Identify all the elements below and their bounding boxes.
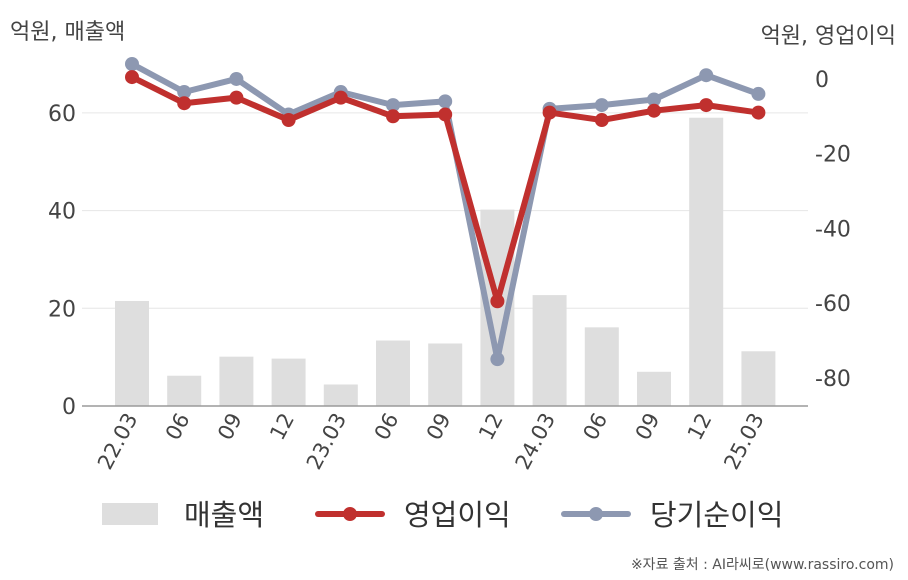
revenue-bars (115, 117, 776, 406)
legend-marker-operating-profit (343, 507, 357, 521)
source-caption: ※자료 출처 : AI라씨로(www.rassiro.com) (630, 557, 894, 573)
x-tick-label: 06 (578, 409, 612, 444)
revenue-bar (219, 356, 254, 406)
x-tick-label: 12 (474, 409, 508, 444)
legend-marker-net-profit (589, 507, 603, 521)
legend-swatch-revenue (102, 503, 158, 525)
x-tick-label: 09 (213, 409, 247, 444)
net-profit-point (229, 71, 244, 86)
right-tick-label: -80 (815, 367, 851, 392)
x-tick-label: 22.03 (93, 409, 142, 473)
right-tick-label: 0 (815, 68, 829, 93)
net-profit-point (125, 57, 139, 71)
right-tick-label: -40 (815, 217, 851, 242)
profit-lines (125, 57, 766, 367)
revenue-bar (689, 117, 724, 406)
right-tick-label: -60 (815, 292, 851, 317)
left-tick-label: 0 (62, 395, 76, 420)
x-tick-label: 23.03 (302, 409, 351, 473)
net-profit-point (647, 92, 661, 107)
net-profit-point (594, 98, 609, 113)
revenue-bar (271, 358, 306, 406)
net-profit-point (699, 68, 714, 83)
revenue-bar (532, 295, 567, 406)
operating-profit-point (647, 103, 661, 118)
left-tick-label: 20 (48, 297, 76, 322)
operating-profit-point (438, 107, 453, 122)
operating-profit-point (490, 294, 505, 309)
operating-profit-point (125, 70, 139, 85)
left-axis-label: 억원, 매출액 (10, 20, 126, 45)
revenue-bar (428, 343, 463, 406)
net-profit-point (386, 98, 400, 113)
revenue-bar (167, 375, 202, 406)
right-axis-label: 억원, 영업이익 (760, 24, 896, 49)
net-profit-point (438, 94, 453, 109)
left-tick-label: 40 (48, 200, 76, 225)
x-tick-label: 24.03 (511, 409, 560, 473)
revenue-bar (115, 300, 149, 406)
legend: 매출액 영업이익 당기순이익 (102, 498, 783, 532)
x-tick-label: 09 (422, 409, 456, 444)
net-profit-point (751, 86, 766, 101)
right-tick-label: -20 (815, 143, 851, 168)
x-tick-label: 09 (631, 409, 665, 444)
operating-profit-point (229, 90, 244, 105)
legend-label-operating-profit: 영업이익 (404, 498, 511, 532)
x-tick-label: 06 (161, 409, 195, 444)
net-profit-point (177, 85, 192, 100)
x-tick-label: 12 (265, 409, 299, 444)
legend-label-net-profit: 당기순이익 (650, 498, 783, 532)
operating-profit-point (542, 105, 557, 120)
legend-label-revenue: 매출액 (184, 498, 264, 532)
revenue-bar (584, 327, 619, 406)
revenue-bar (637, 371, 671, 406)
operating-profit-point (699, 98, 714, 113)
revenue-bar (376, 340, 410, 406)
operating-profit-point (751, 105, 766, 120)
operating-profit-point (177, 96, 192, 111)
operating-profit-point (594, 113, 609, 128)
revenue-bar (741, 351, 776, 406)
operating-profit-point (333, 90, 348, 105)
net-profit-point (490, 352, 505, 367)
x-tick-label: 12 (683, 409, 717, 444)
x-tick-label: 06 (370, 409, 404, 444)
left-tick-label: 60 (48, 102, 76, 127)
x-tick-label: 25.03 (719, 409, 768, 473)
revenue-bar (323, 384, 358, 406)
operating-profit-point (386, 109, 400, 124)
operating-profit-point (281, 113, 296, 128)
